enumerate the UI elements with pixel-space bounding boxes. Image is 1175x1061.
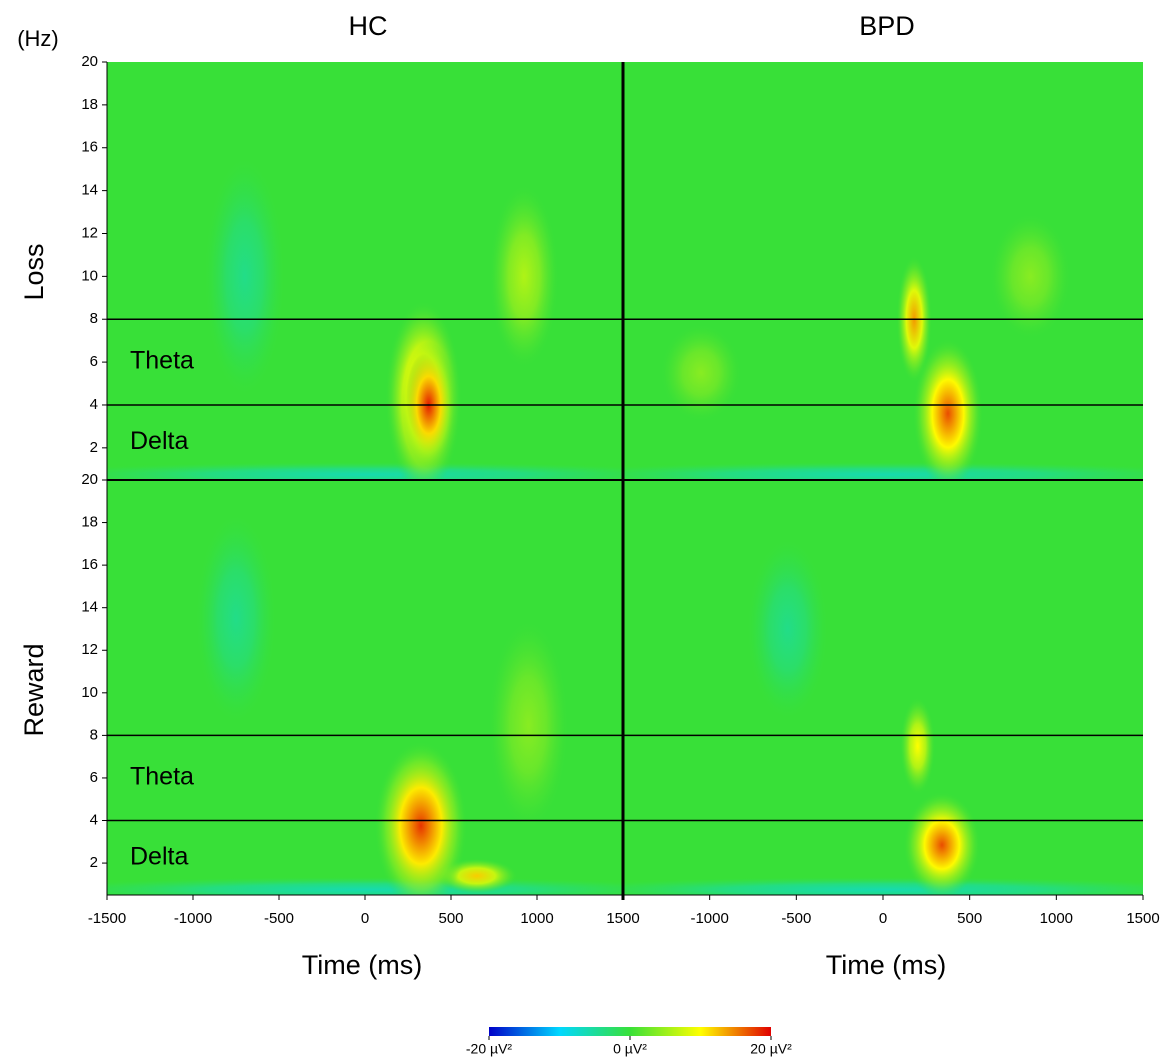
power-hotspot xyxy=(107,461,623,480)
y-tick-label: 16 xyxy=(81,556,98,573)
x-tick-label: -1000 xyxy=(690,910,728,927)
x-tick-label: -1000 xyxy=(174,910,212,927)
power-hotspot xyxy=(623,876,1143,895)
x-tick-label: 0 xyxy=(879,910,887,927)
y-tick-label: 6 xyxy=(90,769,98,786)
y-tick-label: 20 xyxy=(81,471,98,488)
power-hotspot xyxy=(659,323,743,423)
column-title: BPD xyxy=(859,11,915,41)
row-label: Loss xyxy=(19,243,49,300)
power-hotspot xyxy=(903,791,981,895)
power-hotspot xyxy=(623,461,1143,480)
y-tick-label: 16 xyxy=(81,139,98,156)
y-tick-label: 4 xyxy=(90,396,98,413)
heatmap-background xyxy=(623,480,1143,895)
power-hotspot xyxy=(195,511,277,725)
heatmap-panel xyxy=(623,480,1143,895)
y-tick-label: 10 xyxy=(81,267,98,284)
power-hotspot xyxy=(487,618,570,832)
y-tick-label: 2 xyxy=(90,439,98,456)
heatmap-panel xyxy=(107,480,623,895)
x-tick-label: -500 xyxy=(264,910,294,927)
y-tick-label: 18 xyxy=(81,96,98,113)
power-hotspot xyxy=(989,212,1072,341)
x-axis-label: Time (ms) xyxy=(302,950,422,980)
heatmap-panel xyxy=(107,62,623,480)
column-title: HC xyxy=(349,11,388,41)
heatmap-panel xyxy=(623,62,1143,480)
y-tick-label: 4 xyxy=(90,811,98,828)
power-hotspot xyxy=(203,154,286,399)
power-hotspot xyxy=(746,536,829,722)
x-tick-label: 1000 xyxy=(520,910,553,927)
colorbar xyxy=(489,1027,771,1036)
x-tick-label: -500 xyxy=(781,910,811,927)
band-label: Delta xyxy=(130,427,188,455)
colorbar-tick-label: 20 µV² xyxy=(750,1041,792,1057)
x-tick-label: -1500 xyxy=(88,910,126,927)
y-axis-label: (Hz) xyxy=(17,26,59,51)
power-hotspot xyxy=(899,696,936,796)
y-tick-label: 8 xyxy=(90,726,98,743)
x-tick-label: 1500 xyxy=(1126,910,1159,927)
x-tick-label: 1500 xyxy=(606,910,639,927)
x-tick-label: 500 xyxy=(438,910,463,927)
y-tick-label: 14 xyxy=(81,182,98,199)
band-label: Theta xyxy=(130,763,194,791)
x-axis-label: Time (ms) xyxy=(826,950,946,980)
row-label: Reward xyxy=(19,643,49,736)
power-hotspot xyxy=(489,183,560,370)
y-tick-label: 18 xyxy=(81,514,98,531)
y-tick-label: 20 xyxy=(81,53,98,70)
y-tick-label: 12 xyxy=(81,641,98,658)
y-tick-label: 14 xyxy=(81,599,98,616)
power-hotspot xyxy=(374,740,468,895)
band-label: Theta xyxy=(130,347,194,375)
x-tick-label: 500 xyxy=(957,910,982,927)
power-hotspot xyxy=(912,338,984,480)
colorbar-tick-label: 0 µV² xyxy=(613,1041,647,1057)
y-tick-label: 12 xyxy=(81,224,98,241)
y-tick-label: 6 xyxy=(90,353,98,370)
y-tick-label: 8 xyxy=(90,310,98,327)
y-tick-label: 10 xyxy=(81,684,98,701)
y-tick-label: 2 xyxy=(90,854,98,871)
colorbar-tick-label: -20 µV² xyxy=(466,1041,513,1057)
x-tick-label: 0 xyxy=(361,910,369,927)
band-label: Delta xyxy=(130,842,188,870)
x-tick-label: 1000 xyxy=(1040,910,1073,927)
